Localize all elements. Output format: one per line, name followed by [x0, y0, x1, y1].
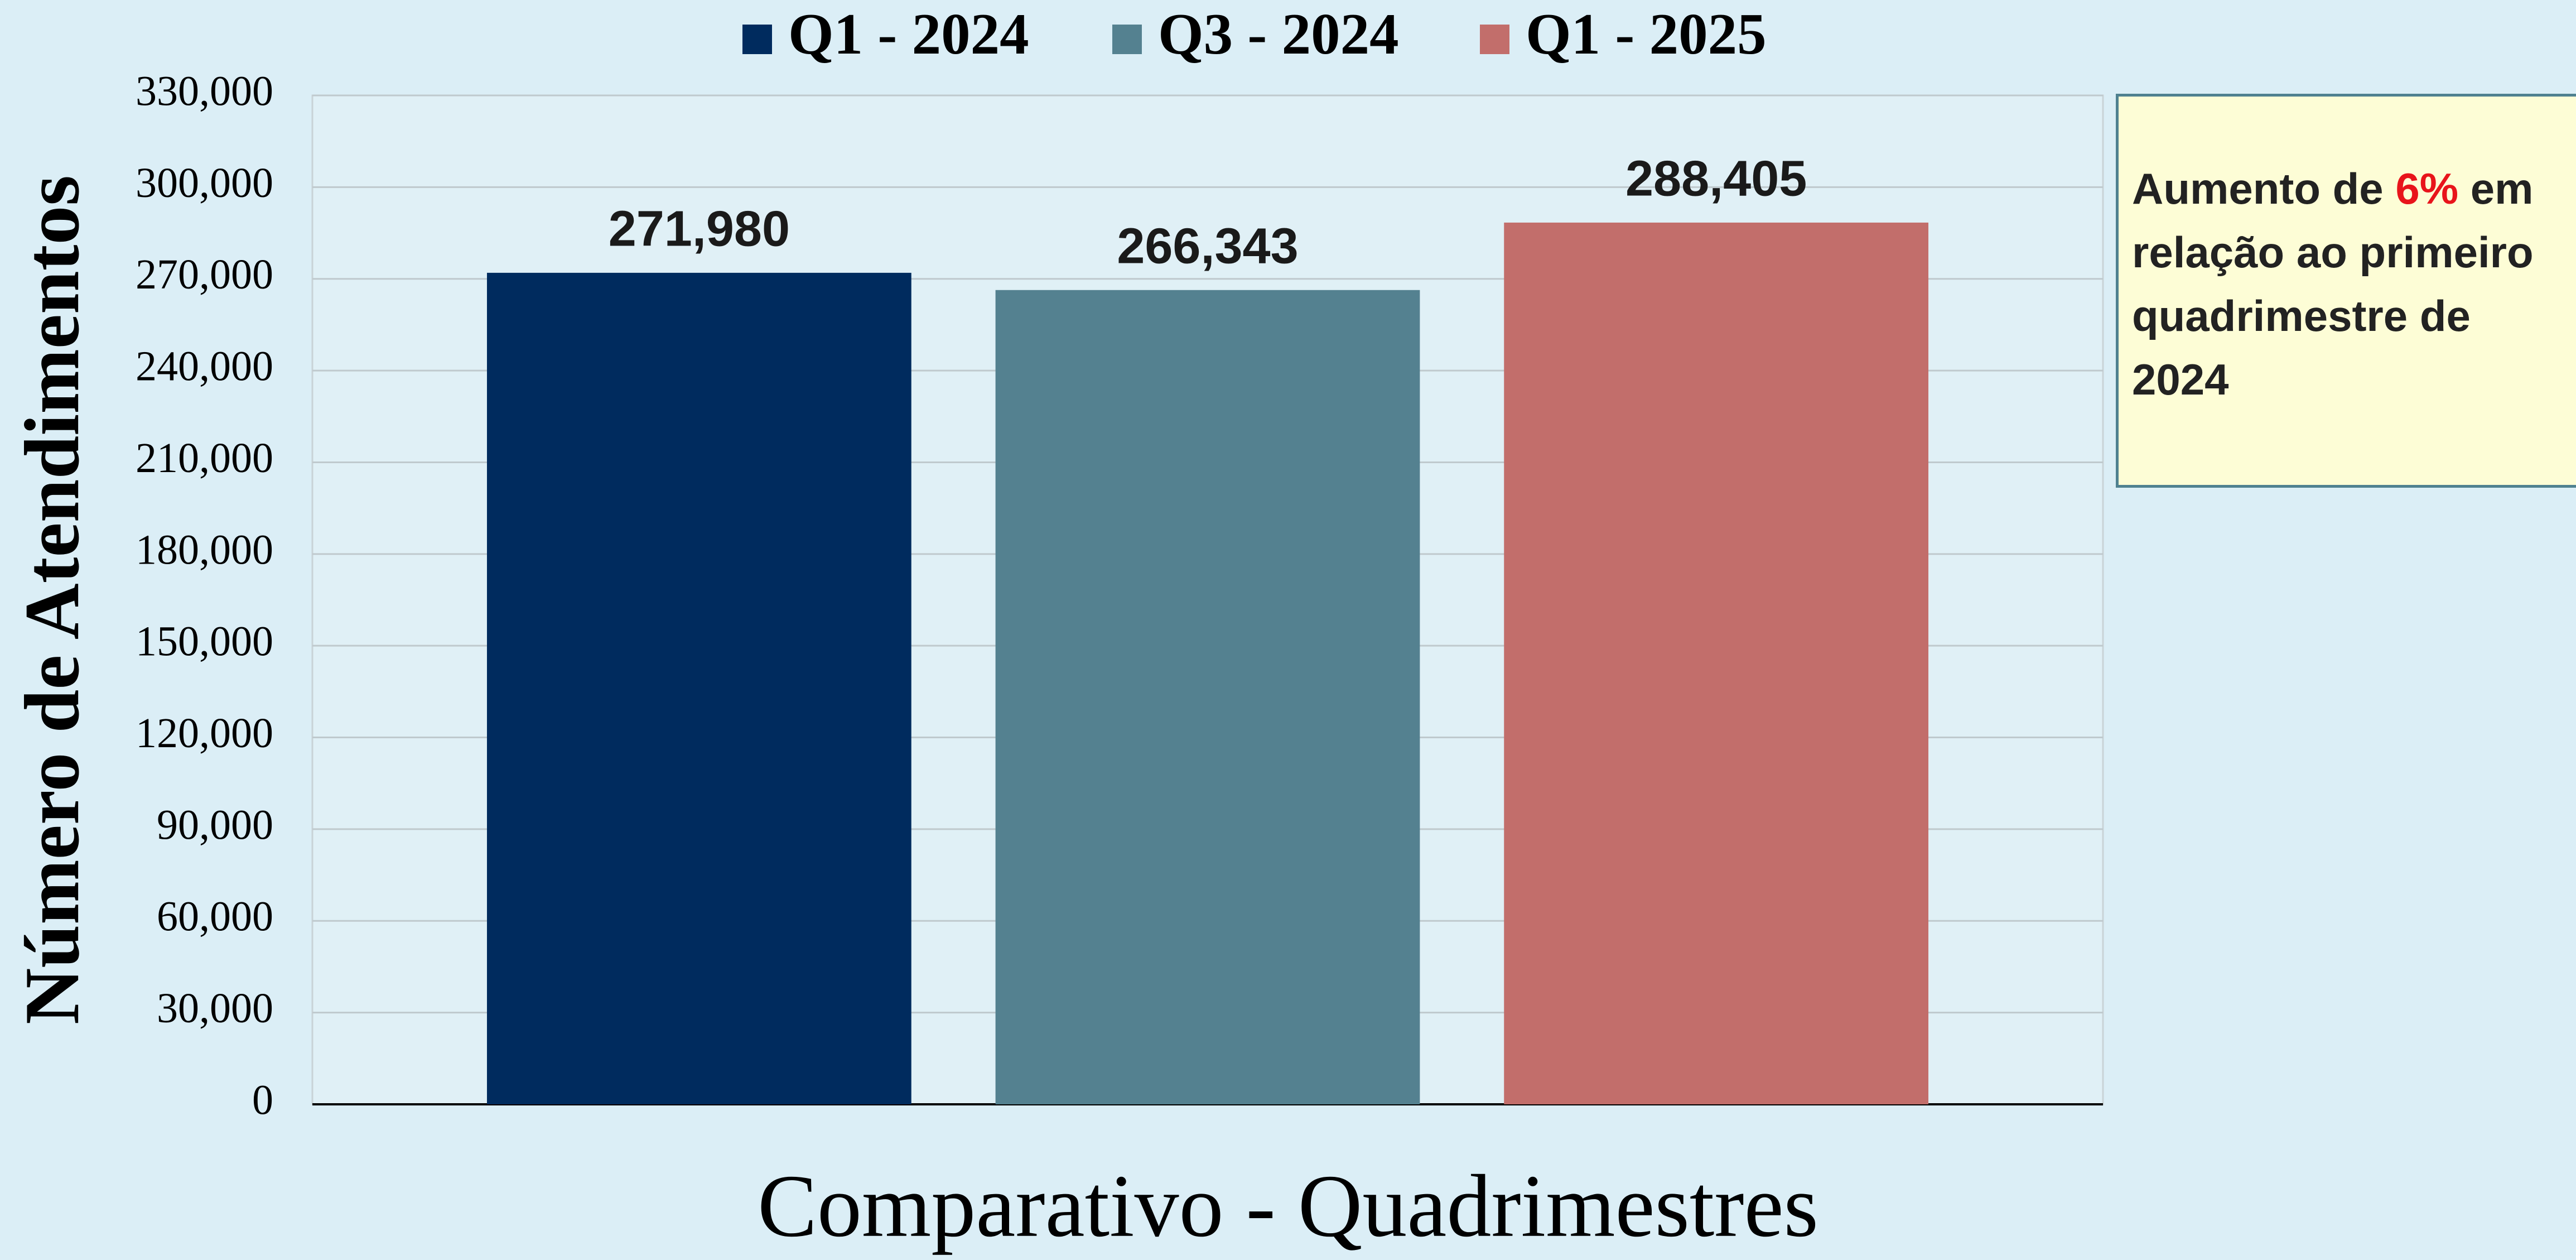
legend-swatch	[742, 25, 772, 54]
bar	[486, 272, 911, 1104]
annotation-highlight: 6%	[2395, 164, 2459, 213]
annotation-text: Aumento de 6% em relação ao primeiro qua…	[2132, 157, 2573, 411]
y-tick-label: 30,000	[157, 985, 273, 1032]
legend-swatch	[1480, 25, 1509, 54]
annotation-part: Aumento de	[2132, 164, 2384, 213]
bar	[995, 290, 1420, 1104]
y-tick-label: 60,000	[157, 893, 273, 940]
value-label: 271,980	[609, 201, 790, 257]
annotation-part: em relação ao primeiro quadrimestre de 2…	[2132, 164, 2534, 404]
legend-label: Q3 - 2024	[1158, 1, 1399, 66]
legend-label: Q1 - 2024	[788, 1, 1029, 66]
y-tick-label: 210,000	[136, 435, 273, 482]
y-tick-label: 150,000	[136, 618, 273, 665]
annotation: Aumento de 6% em relação ao primeiro qua…	[2116, 94, 2576, 488]
y-tick-label: 90,000	[157, 801, 273, 848]
legend-label: Q1 - 2025	[1526, 1, 1767, 66]
y-tick-label: 0	[252, 1076, 273, 1123]
y-axis-title: Número de Atendimentos	[9, 175, 95, 1025]
y-tick-label: 120,000	[136, 710, 273, 757]
y-tick-label: 300,000	[136, 160, 273, 206]
value-label: 266,343	[1117, 219, 1298, 275]
x-axis-title: Comparativo - Quadrimestres	[758, 1156, 1818, 1256]
y-tick-label: 330,000	[136, 68, 273, 114]
legend-swatch	[1112, 25, 1142, 54]
bar	[1504, 222, 1929, 1105]
y-tick-label: 270,000	[136, 251, 273, 298]
y-tick-label: 180,000	[136, 526, 273, 573]
y-tick-label: 240,000	[136, 343, 273, 390]
value-label: 288,405	[1625, 151, 1807, 207]
